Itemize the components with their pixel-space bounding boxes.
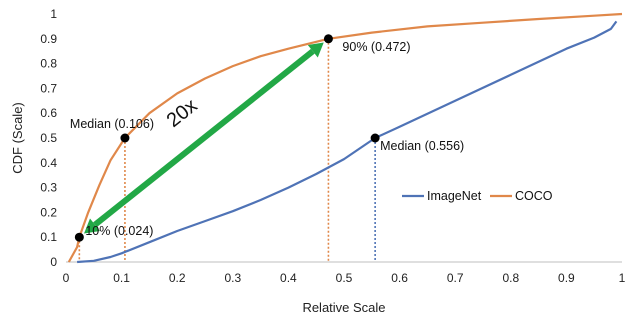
series-line-coco bbox=[67, 12, 623, 263]
y-tick-label: 0.2 bbox=[40, 205, 57, 219]
y-tick-label: 1 bbox=[50, 7, 57, 21]
y-axis-title: CDF (Scale) bbox=[10, 102, 25, 174]
marker-points: 10% (0.024) Median (0.106) 90% (0.472) Medi… bbox=[70, 34, 464, 242]
x-tick-label: 0.7 bbox=[447, 271, 464, 285]
x-tick-label: 1 bbox=[619, 271, 626, 285]
x-tick-label: 0.4 bbox=[280, 271, 297, 285]
y-tick-label: 0.4 bbox=[40, 156, 57, 170]
y-tick-label: 0.7 bbox=[40, 81, 57, 95]
legend-label: COCO bbox=[515, 189, 553, 203]
y-tick-labels: 0 0.1 0.2 0.3 0.4 0.5 0.6 0.7 0.8 0.9 1 bbox=[40, 7, 57, 269]
marker-label: Median (0.556) bbox=[380, 139, 464, 153]
series-line-imagenet bbox=[77, 20, 618, 264]
x-tick-label: 0.5 bbox=[336, 271, 353, 285]
arrow-head-lower bbox=[84, 218, 100, 234]
marker-label: 10% (0.024) bbox=[85, 224, 153, 238]
x-tick-label: 0 bbox=[63, 271, 70, 285]
scale-ratio-arrow: 20x bbox=[84, 42, 324, 234]
legend: ImageNet COCO bbox=[402, 189, 553, 203]
arrow-head-upper bbox=[307, 42, 324, 58]
arrow-shaft bbox=[93, 48, 315, 228]
marker-label: Median (0.106) bbox=[70, 117, 154, 131]
y-tick-label: 0.8 bbox=[40, 57, 57, 71]
y-tick-label: 0.6 bbox=[40, 106, 57, 120]
legend-label: ImageNet bbox=[427, 189, 482, 203]
x-tick-labels: 0 0.1 0.2 0.3 0.4 0.5 0.6 0.7 0.8 0.9 1 bbox=[63, 271, 626, 285]
x-axis-title: Relative Scale bbox=[302, 300, 385, 315]
marker-point bbox=[323, 34, 333, 44]
y-tick-label: 0.1 bbox=[40, 230, 57, 244]
marker-point bbox=[120, 133, 130, 143]
marker-point bbox=[74, 232, 84, 242]
y-tick-label: 0.3 bbox=[40, 181, 57, 195]
y-tick-label: 0.5 bbox=[40, 131, 57, 145]
y-tick-label: 0 bbox=[50, 255, 57, 269]
marker-label: 90% (0.472) bbox=[342, 40, 410, 54]
marker-point bbox=[370, 133, 380, 143]
x-tick-label: 0.9 bbox=[558, 271, 575, 285]
x-tick-label: 0.3 bbox=[224, 271, 241, 285]
y-tick-label: 0.9 bbox=[40, 32, 57, 46]
x-tick-label: 0.1 bbox=[113, 271, 130, 285]
x-tick-label: 0.8 bbox=[502, 271, 519, 285]
x-tick-label: 0.6 bbox=[391, 271, 408, 285]
x-tick-label: 0.2 bbox=[169, 271, 186, 285]
series-lines bbox=[67, 12, 623, 264]
